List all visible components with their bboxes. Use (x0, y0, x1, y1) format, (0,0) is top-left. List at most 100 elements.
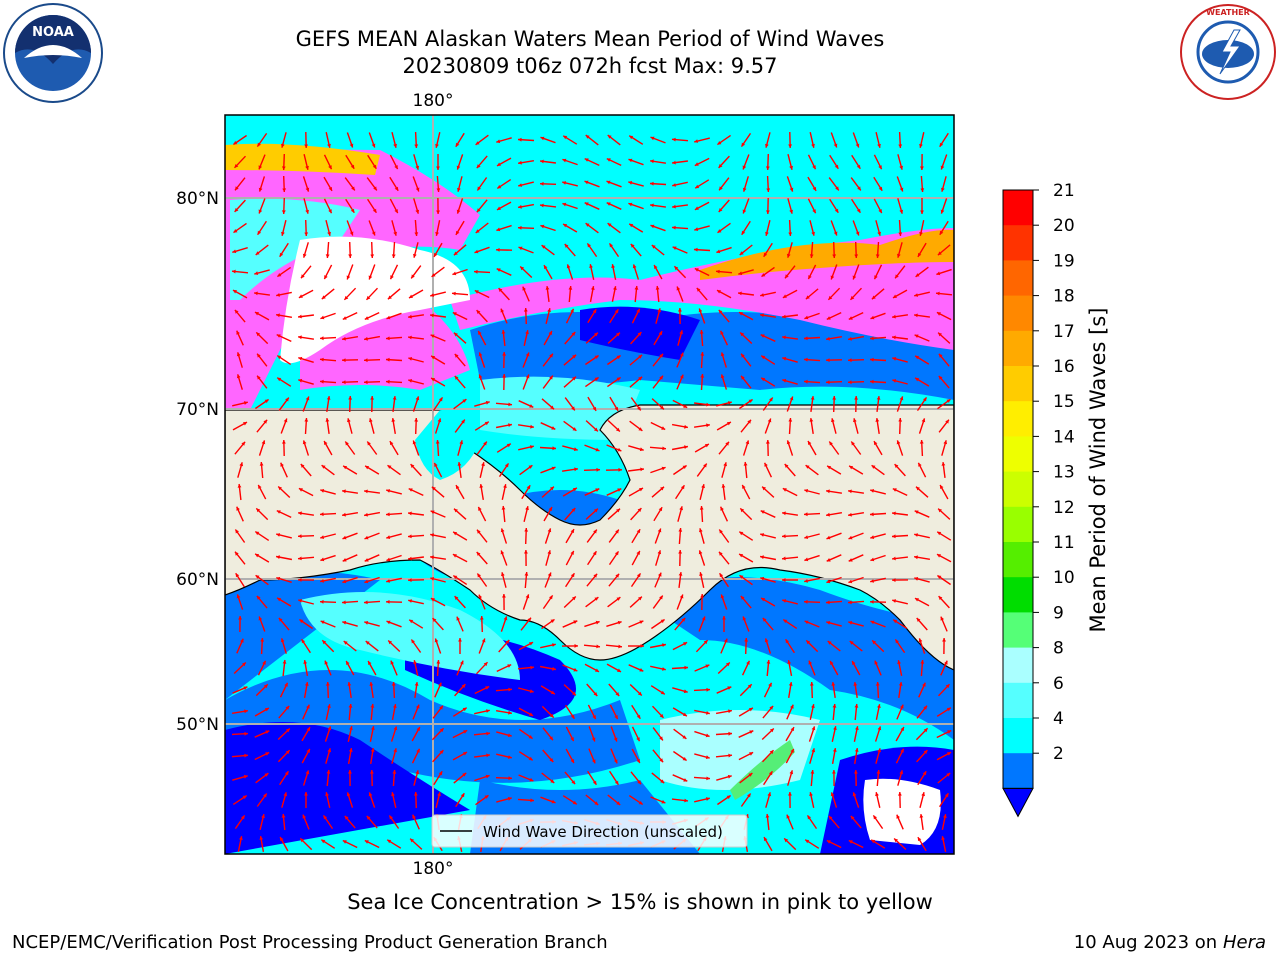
wind-wave-arrowhead (390, 660, 394, 665)
wind-wave-arrowhead (408, 488, 413, 492)
wind-wave-arrowhead (805, 465, 810, 469)
colorbar-tick-label: 11 (1053, 533, 1075, 553)
wind-wave-arrowhead (936, 312, 941, 316)
wind-wave-arrowhead (694, 162, 699, 166)
wind-wave-arrowhead (276, 555, 280, 559)
wind-wave-arrowhead (508, 423, 512, 427)
wind-wave-arrowhead (478, 374, 483, 379)
wind-wave-arrowhead (856, 208, 861, 213)
wind-wave-arrowhead (856, 164, 861, 169)
wind-wave-arrowhead (431, 378, 436, 382)
wind-wave-arrowhead (364, 579, 369, 584)
wind-wave-arrowhead (878, 186, 883, 191)
wind-wave-arrowhead (850, 815, 855, 820)
wind-wave-arrowhead (342, 840, 347, 844)
wind-wave-arrowhead (265, 730, 270, 734)
wind-wave-arrowhead (936, 291, 940, 296)
wind-wave-arrowhead (786, 440, 791, 445)
wind-wave-arrowhead (549, 353, 553, 358)
wind-wave-arrowhead (638, 427, 643, 431)
wind-wave-arrowhead (875, 418, 880, 422)
wind-wave-arrowhead (276, 293, 280, 297)
wind-wave-arrowhead (299, 619, 304, 624)
wind-wave-arrowhead (716, 249, 721, 254)
wind-wave-arrowhead (496, 139, 501, 144)
wind-wave-arrowhead (485, 686, 490, 690)
wind-wave-arrowhead (698, 308, 703, 313)
wind-wave-arrowhead (585, 223, 590, 227)
wind-wave-arrowhead (430, 293, 435, 297)
wind-wave-arrowhead (900, 704, 904, 709)
wind-wave-arrowhead (639, 488, 643, 492)
wind-wave-arrowhead (683, 689, 688, 694)
wind-wave-arrowhead (628, 158, 633, 163)
wind-wave-arrowhead (808, 660, 813, 665)
wind-wave-arrowhead (832, 770, 836, 774)
wind-wave-arrowhead (342, 358, 346, 362)
wind-wave-arrowhead (435, 232, 439, 236)
wind-wave-arrowhead (244, 709, 248, 714)
wind-wave-arrowhead (235, 551, 239, 556)
wind-wave-arrowhead (530, 665, 534, 670)
wind-wave-arrowhead (700, 352, 705, 356)
wind-wave-arrowhead (748, 707, 753, 712)
colorbar: 21 20 19 18 17 16 15 14 13 12 11 10 9 8 6 4 2 (1002, 181, 1075, 818)
wind-wave-arrowhead (411, 639, 415, 644)
wind-wave-arrowhead (892, 379, 897, 383)
wind-wave-arrowhead (325, 682, 330, 686)
wind-wave-arrowhead (659, 353, 663, 358)
wind-wave-arrowhead (728, 731, 732, 736)
wind-wave-arrowhead (392, 396, 397, 400)
wind-wave-arrowhead (832, 704, 837, 708)
wind-wave-arrowhead (637, 691, 642, 696)
wind-wave-arrowhead (408, 379, 413, 383)
wind-wave-arrowhead (369, 418, 373, 423)
wind-wave-arrowhead (720, 594, 725, 599)
wind-wave-arrowhead (302, 814, 307, 819)
wind-wave-arrowhead (280, 837, 284, 841)
wind-wave-arrowhead (914, 510, 919, 514)
wind-wave-arrowhead (547, 308, 551, 313)
wind-wave-arrowhead (587, 243, 591, 248)
wind-wave-arrowhead (508, 776, 512, 781)
wind-wave-arrowhead (244, 753, 248, 758)
wind-wave-arrowhead (364, 600, 368, 605)
wind-wave-arrowhead (594, 332, 598, 337)
wind-wave-arrowhead (540, 159, 544, 164)
wind-wave-arrowhead (364, 558, 369, 562)
wind-wave-arrowhead (342, 489, 346, 494)
wind-wave-arrowhead (672, 225, 676, 230)
wind-wave-arrowhead (789, 770, 794, 775)
wind-wave-arrowhead (305, 396, 310, 401)
wind-wave-arrowhead (615, 692, 620, 696)
wind-wave-arrowhead (343, 465, 348, 470)
wind-wave-arrowhead (591, 737, 596, 742)
wind-wave-arrowhead (298, 488, 303, 492)
wind-wave-arrowhead (572, 354, 577, 359)
wind-wave-arrowhead (570, 759, 574, 763)
wind-wave-arrowhead (892, 314, 896, 319)
wind-wave-arrowhead (717, 229, 722, 233)
wind-wave-arrowhead (727, 774, 732, 779)
wind-wave-arrowhead (479, 616, 484, 620)
wind-wave-arrowhead (614, 780, 619, 785)
wind-wave-arrowhead (285, 750, 290, 755)
wind-wave-arrowhead (940, 485, 944, 489)
wind-wave-arrowhead (283, 792, 288, 797)
wind-wave-arrowhead (805, 295, 810, 300)
wind-wave-arrowhead (741, 230, 746, 235)
wind-wave-arrowhead (549, 595, 553, 600)
colorbar-tick-label: 9 (1053, 603, 1064, 623)
wind-wave-arrowhead (394, 186, 399, 191)
wind-wave-arrowhead (386, 535, 391, 539)
svg-text:WEATHER: WEATHER (1206, 8, 1250, 17)
wind-wave-arrowhead (726, 422, 731, 426)
wind-wave-arrowhead (852, 792, 857, 797)
colorbar-segment (1003, 225, 1033, 261)
wind-wave-arrowhead (571, 780, 576, 785)
wind-wave-arrowhead (549, 758, 554, 762)
wind-wave-arrowhead (947, 752, 951, 756)
wind-wave-arrowhead (741, 142, 746, 147)
wind-wave-arrowhead (327, 748, 332, 753)
wind-wave-arrowhead (342, 316, 347, 320)
